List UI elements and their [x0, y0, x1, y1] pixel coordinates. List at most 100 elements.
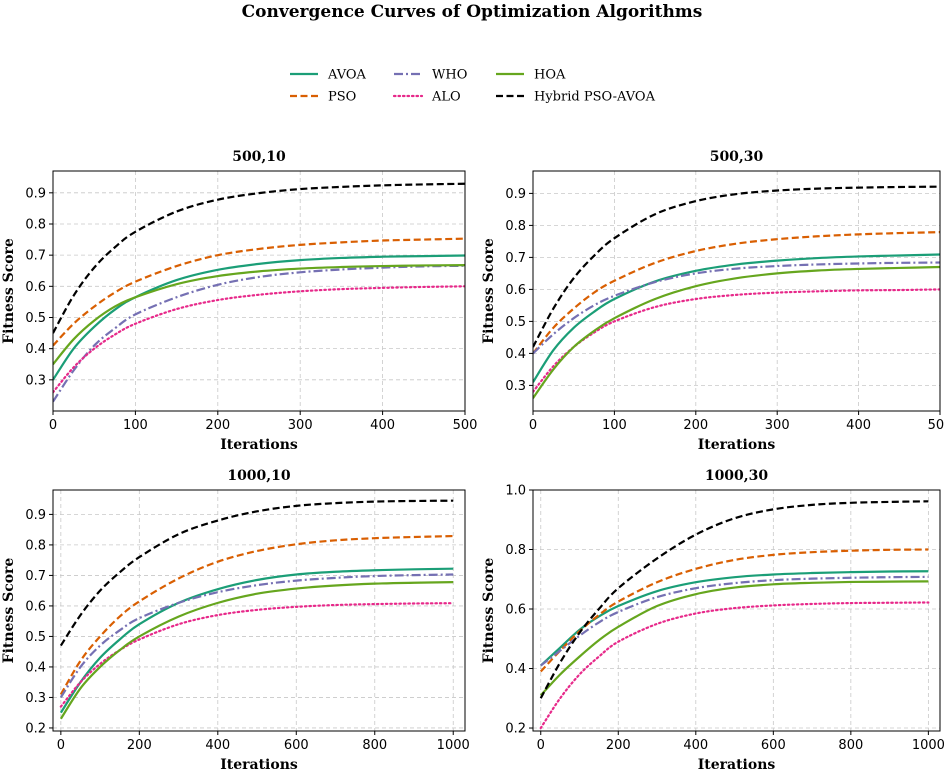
series-line-hybrid-pso-avoa	[539, 500, 929, 699]
y-tick-label: 0.9	[25, 508, 46, 523]
series-line-hoa	[533, 265, 940, 399]
x-axis-label: Iterations	[698, 437, 776, 453]
y-axis-label: Fitness Score	[1, 238, 17, 344]
subplot-500-30: 0 100 200 300 400 500 0.3 0.4 0.5 0.6 0.7 0.8 0.9 500…	[481, 149, 944, 453]
y-tick-label: 0.9	[505, 187, 526, 202]
y-tick-label: 0.9	[25, 186, 46, 201]
x-tick-label: 400	[370, 418, 395, 433]
plot-frame	[52, 489, 466, 732]
y-tick-label: 0.8	[25, 538, 46, 553]
x-axis-label: Iterations	[698, 757, 776, 772]
y-tick-label: 1.0	[505, 484, 526, 499]
x-tick-label: 300	[765, 418, 790, 433]
series-group	[53, 182, 465, 403]
x-tick-label: 200	[127, 738, 152, 753]
x-tick-label: 400	[846, 418, 871, 433]
x-tick-label: 200	[683, 418, 708, 433]
x-tick-label: 800	[838, 738, 863, 753]
plot-frame	[52, 170, 466, 412]
subplot-1000-30: 0 200 400 600 800 1000 0.2 0.4 0.6 0.8 1.0 1000,30 I…	[481, 468, 944, 772]
y-tick-label: 0.8	[505, 219, 526, 234]
x-tick-label: 800	[362, 738, 387, 753]
x-tick-label: 500	[928, 418, 944, 433]
x-tick-label: 200	[205, 418, 230, 433]
x-tick-label: 400	[205, 738, 230, 753]
y-tick-label: 0.5	[505, 315, 526, 330]
series-line-alo	[59, 602, 455, 708]
x-tick-label: 500	[453, 418, 478, 433]
y-tick-label: 0.7	[25, 249, 46, 264]
y-axis-label: Fitness Score	[481, 558, 497, 664]
x-axis-label: Iterations	[220, 437, 298, 453]
x-tick-label: 0	[49, 418, 57, 433]
y-tick-label: 0.6	[25, 599, 46, 614]
series-line-alo	[533, 288, 940, 393]
series-line-pso	[533, 231, 940, 355]
series-line-who	[540, 575, 929, 667]
series-line-hoa	[539, 580, 929, 697]
series-line-who	[53, 264, 465, 403]
series-group	[539, 500, 930, 730]
series-line-hoa	[59, 581, 454, 720]
x-tick-label: 0	[537, 738, 545, 753]
grid	[533, 489, 940, 731]
grid	[532, 171, 941, 411]
subplot-title: 1000,10	[227, 468, 291, 484]
y-tick-label: 0.7	[505, 251, 526, 266]
x-tick-label: 100	[123, 418, 148, 433]
x-tick-label: 100	[602, 418, 627, 433]
legend-label-pso: PSO	[328, 90, 356, 105]
subplot-1000-10: 0 200 400 600 800 1000 0.2 0.3 0.4 0.5 0.6 0.7 0.8 0.…	[1, 468, 470, 772]
legend-entry-hoa: HOA	[496, 68, 566, 83]
y-tick-label: 0.3	[25, 691, 46, 706]
series-line-avoa	[533, 253, 940, 383]
legend-entry-hybrid-pso-avoa: Hybrid PSO-AVOA	[496, 90, 656, 105]
series-group	[59, 499, 455, 720]
legend-label-hybrid-pso-avoa: Hybrid PSO-AVOA	[534, 90, 656, 105]
subplot-500-10: 0 100 200 300 400 500 0.3 0.4 0.5 0.6 0.7 0.8 0.9 500…	[1, 149, 477, 453]
x-tick-label: 1000	[912, 738, 944, 753]
y-tick-label: 0.7	[25, 569, 46, 584]
y-tick-label: 0.3	[25, 373, 46, 388]
y-tick-label: 0.6	[505, 603, 526, 618]
subplots: 0 100 200 300 400 500 0.3 0.4 0.5 0.6 0.7 0.8 0.9 500…	[1, 149, 944, 772]
x-tick-label: 600	[284, 738, 309, 753]
legend-entry-who: WHO	[394, 68, 467, 83]
legend-entry-alo: ALO	[392, 90, 461, 105]
series-line-avoa	[59, 567, 454, 714]
y-tick-label: 0.5	[25, 630, 46, 645]
series-line-avoa	[540, 570, 929, 667]
y-tick-label: 0.6	[25, 280, 46, 295]
x-tick-label: 0	[529, 418, 537, 433]
legend-label-hoa: HOA	[534, 68, 566, 83]
x-tick-label: 300	[288, 418, 313, 433]
series-line-alo	[539, 601, 930, 730]
x-tick-label: 0	[57, 738, 65, 753]
plot-frame	[532, 489, 941, 732]
legend-entry-avoa: AVOA	[290, 68, 367, 83]
subplot-title: 1000,30	[705, 468, 769, 484]
y-tick-label: 0.4	[505, 662, 526, 677]
x-tick-label: 400	[683, 738, 708, 753]
x-tick-label: 600	[761, 738, 786, 753]
y-tick-label: 0.2	[25, 721, 46, 736]
series-line-hoa	[53, 264, 465, 365]
legend: AVOA PSO WHO ALO HOA Hybrid PSO-AVOA	[290, 68, 656, 105]
subplot-title: 500,10	[232, 149, 286, 165]
grid	[53, 490, 465, 731]
y-tick-label: 0.4	[505, 347, 526, 362]
grid	[52, 171, 466, 411]
legend-label-avoa: AVOA	[327, 68, 367, 83]
y-tick-label: 0.8	[25, 217, 46, 232]
legend-label-who: WHO	[432, 68, 467, 83]
y-tick-label: 0.3	[505, 379, 526, 394]
series-line-who	[533, 261, 940, 355]
y-axis-label: Fitness Score	[1, 558, 17, 664]
x-tick-label: 1000	[437, 738, 470, 753]
y-tick-label: 0.8	[505, 543, 526, 558]
x-tick-label: 200	[606, 738, 631, 753]
series-line-pso	[53, 237, 465, 347]
series-line-pso	[59, 534, 454, 695]
subplot-title: 500,30	[710, 149, 764, 165]
